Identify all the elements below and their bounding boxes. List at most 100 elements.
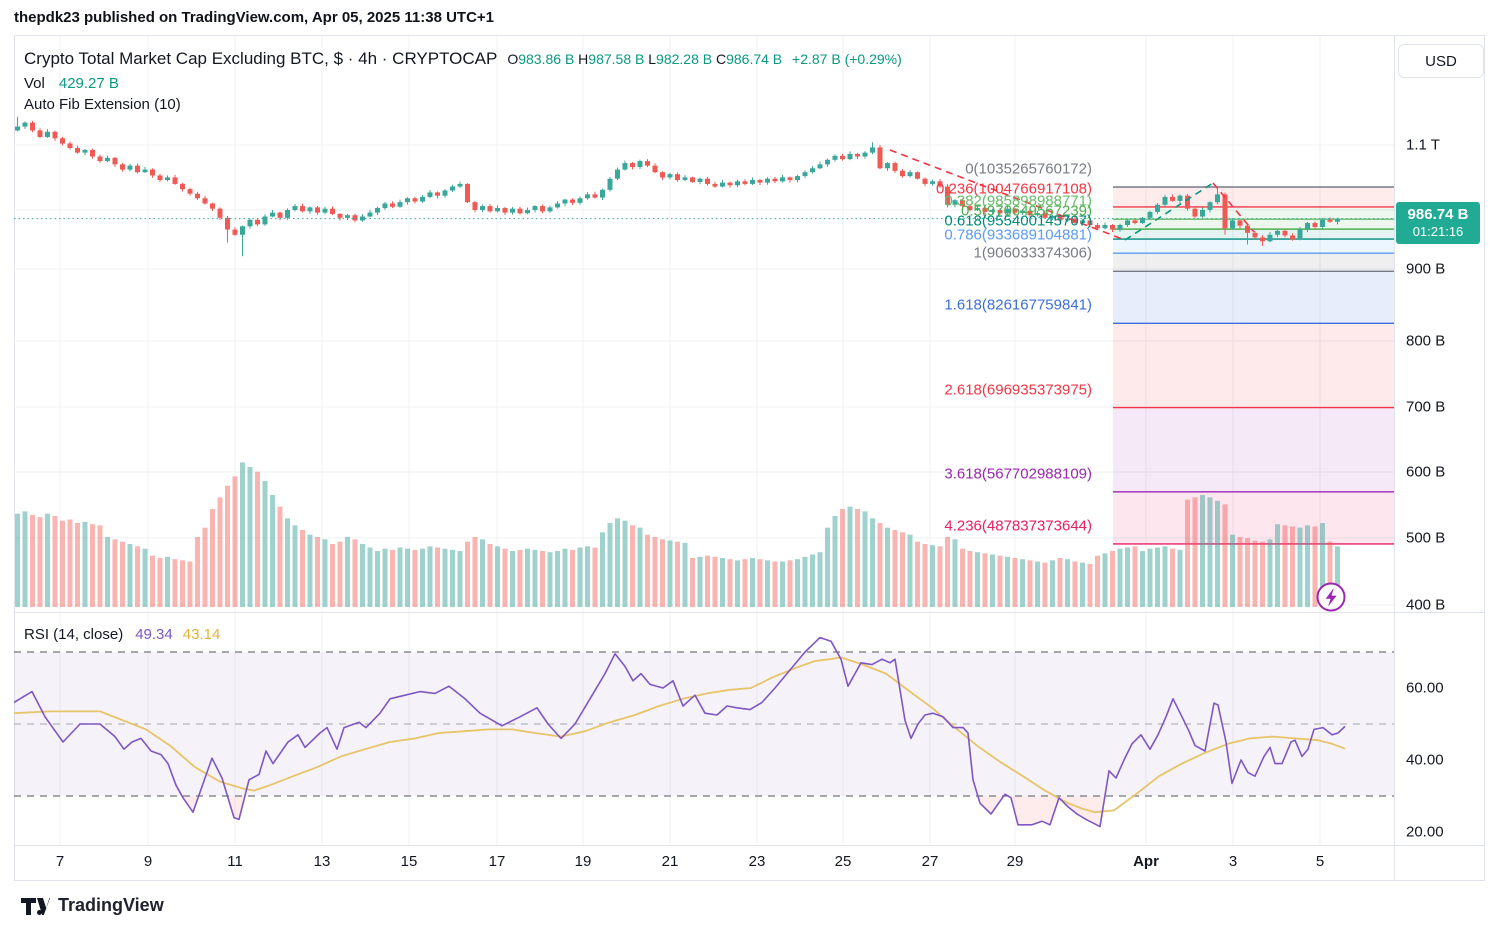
volume-bar [82,521,88,607]
time-axis-label: 21 [661,853,679,870]
volume-bar [112,539,118,607]
candle-body [1147,211,1153,218]
candle-body [907,172,913,177]
fib-indicator-legend[interactable]: Auto Fib Extension (10) [24,96,181,113]
fib-band [1113,239,1394,254]
candle-body [637,161,643,167]
candle-body [285,210,290,218]
pane-separator[interactable] [14,845,1485,846]
candle-body [517,208,523,214]
volume-bar [592,547,598,607]
volume-bar [690,558,695,607]
candle-body [960,200,965,207]
fib-level-label: 2.618(696935373975) [944,381,1092,399]
rsi-value: 49.34 [135,626,173,643]
volume-bar [217,497,223,607]
volume-bar [1252,540,1258,607]
candle-body [945,186,950,205]
candle-body [787,177,793,181]
candle-body [15,126,20,131]
ohlc-key: H [578,51,589,67]
volume-bar [1072,561,1078,607]
candle-body [735,181,740,186]
candle-body [1162,196,1168,205]
price-scale-separator[interactable] [1394,36,1395,881]
volume-bar [1177,549,1183,607]
volume-bar [630,525,635,607]
volume-bar [360,544,365,607]
candle-body [915,172,920,179]
rsi-oversold-fill [977,796,1004,814]
candle-body [315,207,320,213]
time-axis-label: 15 [400,853,418,870]
candle-body [352,215,358,221]
volume-bar [735,560,740,607]
pane-separator[interactable] [14,612,1485,613]
candle-body [885,163,890,169]
volume-bar [922,544,928,607]
fib-band [1113,187,1394,207]
candle-body [585,194,590,199]
currency-usd-button[interactable]: USD [1398,44,1484,78]
volume-bar [667,540,673,607]
volume-bar [720,558,725,607]
fib-level-label: 0.5(970649567239) [961,202,1092,220]
fib-trendline [1124,182,1214,241]
fib-band [1113,206,1394,220]
candle-body [990,210,995,212]
volume-bar [255,471,260,607]
candle-body [712,183,718,187]
fib-level-label: 0.382(985898988771) [944,192,1092,210]
candle-body [67,143,73,149]
candle-body [1267,234,1273,242]
candle-body [345,215,350,218]
candle-body [45,131,50,137]
candle-body [1297,229,1303,240]
candle-body [540,206,545,212]
candle-body [277,212,283,218]
volume-bar [1192,497,1198,607]
volume-bar [1102,553,1108,607]
candle-body [607,178,613,190]
volume-bar [502,548,508,607]
volume-bar [22,511,28,607]
candle-body [1080,220,1085,224]
volume-bar [1095,555,1100,607]
lightning-bolt-icon[interactable] [1325,588,1337,607]
rsi-indicator-legend[interactable]: RSI (14, close) 49.34 43.14 [24,626,220,643]
candle-body [1252,232,1258,238]
volume-bar [427,546,433,607]
rsi-ma-line [14,656,1346,814]
candle-body [150,169,155,176]
volume-bar [652,537,658,607]
volume-bar [1207,497,1213,607]
volume-bar [1042,562,1048,607]
candle-body [720,182,725,187]
tradingview-logo-icon [21,898,50,915]
time-axis-label: 9 [143,853,153,870]
symbol-legend[interactable]: Crypto Total Market Cap Excluding BTC, $… [24,49,902,69]
volume-bar [487,544,493,607]
change-value: +2.87 B (+0.29%) [792,51,902,67]
candle-body [937,181,943,187]
bar-countdown: 01:21:16 [1412,224,1464,240]
candle-body [457,183,463,187]
price-pane-canvas[interactable] [14,36,1394,612]
candle-body [135,165,140,173]
candle-body [1057,215,1063,221]
volume-bar [390,549,395,607]
candle-body [1132,220,1138,224]
volume-bar [367,547,373,607]
volume-bar [285,518,290,607]
rsi-pane-canvas[interactable] [14,613,1394,845]
tradingview-attribution[interactable]: TradingView [20,893,164,917]
volume-bar [750,558,755,607]
candle-body [1245,225,1250,233]
volume-bar [1005,556,1010,607]
candle-body [270,212,275,217]
volume-legend[interactable]: Vol 429.27 B [24,75,119,92]
candle-body [892,163,898,171]
volume-bar [1147,548,1153,607]
time-axis-label: 13 [313,853,331,870]
volume-bar [240,462,245,607]
